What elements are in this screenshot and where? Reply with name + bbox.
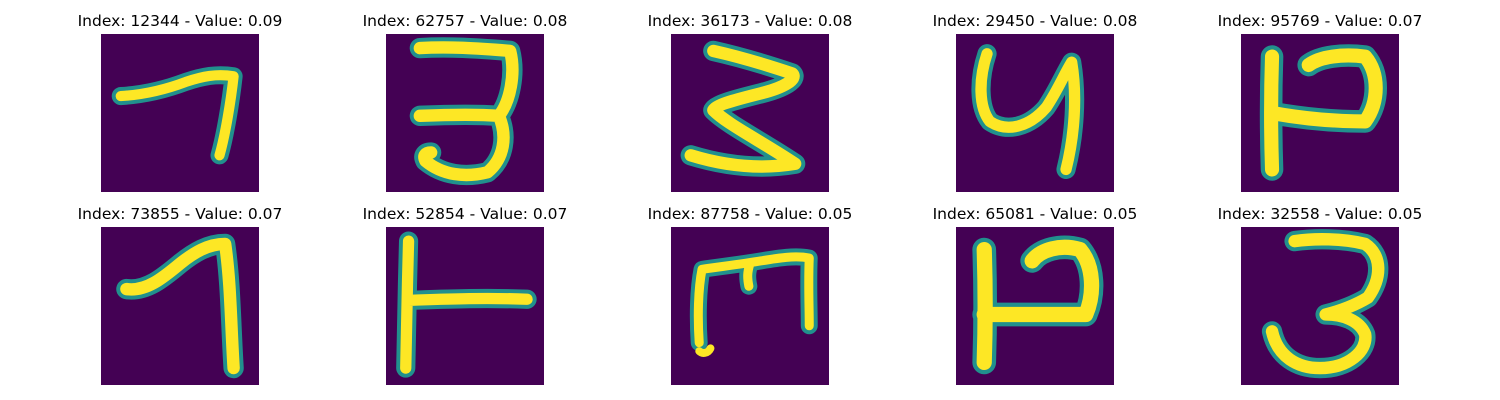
panel-title: Index: 32558 - Value: 0.05 [1217, 205, 1423, 223]
digit-image [671, 227, 829, 385]
digit-glyph [972, 235, 1104, 375]
digit-glyph [111, 66, 243, 165]
panel-title: Index: 62757 - Value: 0.08 [362, 12, 568, 30]
panel-title: Index: 12344 - Value: 0.09 [77, 12, 283, 30]
panel-title: Index: 95769 - Value: 0.07 [1217, 12, 1423, 30]
digit-glyph [409, 37, 523, 186]
panel-title: Index: 52854 - Value: 0.07 [362, 205, 568, 223]
digit-image [101, 34, 259, 192]
panel-title: Index: 65081 - Value: 0.05 [932, 205, 1138, 223]
panel-title: Index: 87758 - Value: 0.05 [647, 205, 853, 223]
digit-image [101, 227, 259, 385]
digit-glyph [971, 44, 1085, 180]
digit-image [386, 227, 544, 385]
digit-glyph [689, 248, 818, 357]
digit-glyph [396, 231, 537, 378]
digit-image [1241, 227, 1399, 385]
digit-image [386, 34, 544, 192]
digit-image [671, 34, 829, 192]
panel-title: Index: 73855 - Value: 0.07 [77, 205, 283, 223]
panel-title: Index: 29450 - Value: 0.08 [932, 12, 1138, 30]
digit-glyph [1259, 44, 1387, 181]
panel-title: Index: 36173 - Value: 0.08 [647, 12, 853, 30]
digit-glyph [1261, 229, 1389, 379]
digit-glyph [116, 233, 244, 379]
digit-image [956, 227, 1114, 385]
digit-image [956, 34, 1114, 192]
digit-glyph [680, 40, 806, 177]
digit-image [1241, 34, 1399, 192]
